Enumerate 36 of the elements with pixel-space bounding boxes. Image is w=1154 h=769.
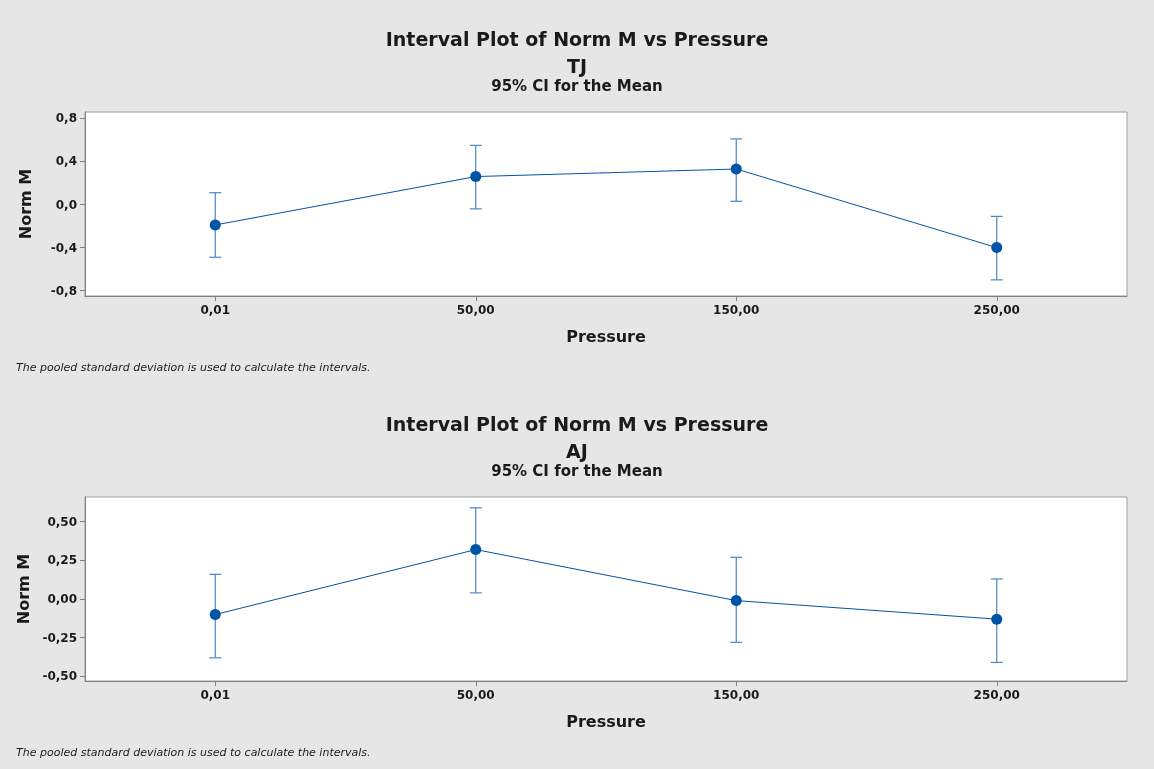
x-tick-label: 250,00 [973,688,1020,702]
y-axis-title: Norm M [15,168,35,240]
chart-subtitle: 95% CI for the Mean [491,461,663,480]
y-tick-label: -0,4 [50,240,77,255]
chart-title: Interval Plot of Norm M vs Pressure TJ [385,27,769,77]
point [991,242,1003,254]
x-tick-label: 150,00 [713,688,760,702]
point [730,163,742,175]
text: The pooled standard deviation is used to calculate the intervals. [16,361,371,374]
y-tick-label: -0,8 [50,283,77,298]
text: The pooled standard deviation is used to calculate the intervals. [16,746,371,759]
y-tick-label: 0,00 [47,592,77,607]
x-tick-label: 0,01 [200,688,231,702]
x-tick-label: 0,01 [200,303,231,317]
x-tick-label: 250,00 [973,303,1020,317]
point [209,609,221,621]
point [730,595,742,607]
y-tick-label: -0,25 [42,630,77,645]
y-tick-label: 0,8 [55,111,77,126]
y-tick-label: 0,0 [55,197,77,212]
y-tick-label: 0,4 [55,154,77,169]
x-tick-label: 50,00 [456,688,495,702]
chart-subtitle: 95% CI for the Mean [491,76,663,95]
x-tick-label: 150,00 [713,303,760,317]
point [209,219,221,231]
y-tick-label: -0,50 [42,669,77,684]
y-axis-title: Norm M [14,553,34,625]
point [991,613,1003,625]
point [470,544,482,556]
x-tick-label: 50,00 [456,303,495,317]
y-tick-label: 0,25 [47,553,77,568]
x-axis-title: Pressure [566,711,646,731]
y-tick-label: 0,50 [47,514,77,529]
chart-title: Interval Plot of Norm M vs Pressure AJ [385,412,769,462]
point [470,171,482,183]
x-axis-title: Pressure [566,326,646,346]
